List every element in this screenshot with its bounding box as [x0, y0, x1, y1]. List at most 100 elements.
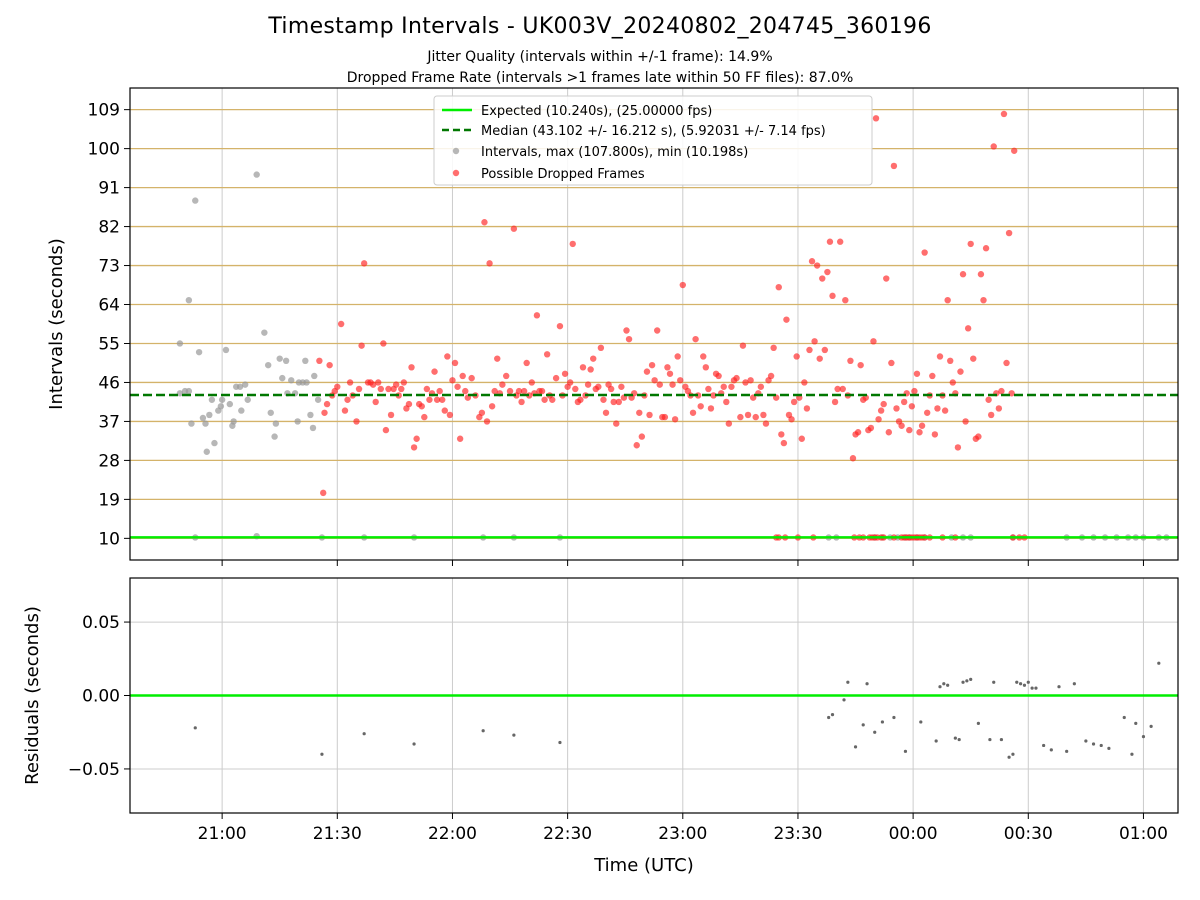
residual-point	[892, 715, 896, 720]
dropped-frame-rate-subtitle: Dropped Frame Rate (intervals >1 frames …	[346, 70, 854, 86]
x-tick-label: 21:00	[198, 824, 247, 844]
dropped-frame-point	[872, 115, 880, 122]
dropped-frame-point	[577, 396, 584, 403]
dropped-frame-point	[977, 271, 985, 278]
dropped-frame-point	[742, 379, 749, 386]
residual-point	[1042, 743, 1046, 748]
residual-point	[865, 682, 869, 686]
dropped-frame-point	[834, 385, 841, 393]
dropped-frame-point	[767, 372, 775, 380]
dropped-frame-point	[957, 368, 964, 375]
dropped-frame-point	[923, 409, 931, 416]
dropped-frame-point	[783, 316, 790, 323]
residual-point	[1107, 746, 1111, 750]
dropped-frame-point	[918, 422, 926, 429]
residual-point	[1057, 685, 1061, 689]
interval-point	[230, 418, 237, 425]
interval-point	[176, 340, 184, 347]
residual-point	[827, 715, 831, 720]
dropped-frame-point	[885, 429, 893, 436]
residual-point	[1030, 686, 1034, 690]
residual-point	[193, 726, 197, 730]
dropped-frame-point	[975, 433, 982, 440]
residual-point	[919, 720, 923, 724]
dropped-frame-point	[579, 364, 587, 371]
residual-point	[830, 712, 835, 717]
dropped-frame-point	[770, 344, 777, 352]
dropped-frame-point	[648, 361, 656, 369]
dropped-frame-point	[798, 435, 805, 442]
dropped-frame-point	[355, 385, 363, 393]
dropped-frame-point	[552, 374, 560, 382]
interval-point	[218, 396, 226, 403]
legend-dropped-label: Possible Dropped Frames	[481, 167, 645, 182]
y-tick-label: 55	[98, 334, 120, 354]
dropped-frame-point	[720, 383, 727, 390]
dropped-frame-point	[483, 418, 491, 425]
dropped-frame-point	[811, 338, 818, 345]
dropped-frame-point	[433, 396, 441, 403]
dropped-frame-point	[337, 320, 345, 328]
dropped-frame-point	[454, 383, 461, 390]
interval-point	[192, 197, 199, 204]
dropped-frame-point	[503, 372, 510, 380]
dropped-frame-point	[549, 396, 556, 403]
dropped-frame-point	[839, 385, 846, 393]
dropped-frame-point	[671, 416, 679, 423]
dropped-frame-point	[990, 143, 997, 150]
dropped-frame-point	[826, 238, 834, 245]
dropped-frame-point	[360, 260, 368, 267]
x-tick-label: 23:30	[773, 824, 822, 844]
residual-point	[1019, 682, 1023, 686]
interval-point	[294, 418, 301, 425]
residual-point	[988, 737, 992, 742]
dropped-frame-point	[408, 364, 415, 371]
dropped-frame-point	[405, 400, 413, 408]
dropped-frame-point	[813, 262, 821, 269]
dropped-frame-point	[346, 379, 354, 386]
residual-point	[853, 745, 858, 749]
dropped-frame-point	[533, 312, 541, 319]
dropped-frame-point	[625, 335, 633, 343]
x-tick-label: 00:00	[889, 824, 938, 844]
dropped-frame-point	[341, 407, 349, 414]
interval-point	[282, 357, 290, 365]
dropped-frame-point	[441, 407, 448, 414]
interval-point	[222, 346, 230, 354]
dropped-frame-point	[733, 374, 740, 382]
interval-point	[264, 361, 272, 369]
y-tick-label: 37	[98, 412, 120, 432]
dropped-frame-point	[444, 353, 451, 360]
dropped-frame-point	[636, 409, 643, 416]
dropped-frame-point	[602, 409, 610, 416]
dropped-frame-point	[747, 377, 754, 384]
residual-point	[362, 732, 366, 736]
dropped-frame-point	[320, 489, 327, 497]
residual-point	[953, 736, 957, 740]
dropped-frame-point	[478, 409, 486, 416]
interval-point	[202, 420, 209, 427]
dropped-frame-point	[481, 219, 488, 226]
dropped-frame-point	[778, 431, 785, 438]
chart-title: Timestamp Intervals - UK003V_20240802_20…	[268, 14, 932, 39]
dropped-frame-point	[1003, 359, 1010, 367]
dropped-frame-point	[679, 281, 686, 289]
dropped-frame-points	[316, 110, 1028, 541]
dropped-frame-point	[431, 368, 438, 375]
dropped-frame-point	[392, 381, 400, 388]
y-tick-label: 19	[98, 490, 120, 510]
dropped-frame-point	[344, 396, 351, 403]
interval-point	[195, 348, 203, 356]
legend-median-label: Median (43.102 +/- 16.212 s), (5.92031 +…	[481, 124, 826, 139]
dropped-frame-point	[995, 405, 1003, 412]
dropped-frame-point	[692, 335, 699, 343]
dropped-frame-point	[900, 398, 908, 406]
dropped-frame-point	[883, 275, 890, 282]
y-tick-label: 100	[88, 140, 120, 160]
dropped-frame-point	[321, 409, 328, 416]
dropped-frame-point	[372, 398, 379, 406]
dropped-frame-point	[998, 387, 1005, 395]
dropped-frame-point	[801, 379, 808, 386]
dropped-frame-point	[610, 398, 617, 406]
dropped-frame-point	[911, 387, 918, 395]
